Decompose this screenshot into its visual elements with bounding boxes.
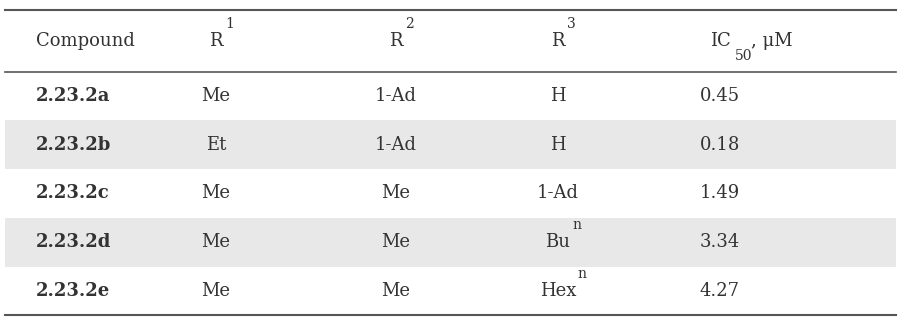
Text: Me: Me bbox=[382, 233, 410, 251]
Text: 2.23.2d: 2.23.2d bbox=[36, 233, 112, 251]
Text: 4.27: 4.27 bbox=[700, 282, 740, 300]
Text: Me: Me bbox=[202, 282, 230, 300]
Text: , μM: , μM bbox=[751, 32, 792, 50]
Text: 1: 1 bbox=[226, 17, 234, 31]
Text: H: H bbox=[550, 87, 566, 105]
Text: 3: 3 bbox=[568, 17, 576, 31]
Text: 2.23.2a: 2.23.2a bbox=[36, 87, 111, 105]
Text: 1.49: 1.49 bbox=[700, 184, 740, 202]
Text: 2.23.2c: 2.23.2c bbox=[36, 184, 110, 202]
Text: R: R bbox=[551, 32, 565, 50]
Text: 2.23.2e: 2.23.2e bbox=[36, 282, 110, 300]
Text: Me: Me bbox=[202, 184, 230, 202]
Text: 2.23.2b: 2.23.2b bbox=[36, 136, 112, 154]
Text: Hex: Hex bbox=[540, 282, 576, 300]
Text: 1-Ad: 1-Ad bbox=[537, 184, 579, 202]
Text: 3.34: 3.34 bbox=[700, 233, 740, 251]
Text: H: H bbox=[550, 136, 566, 154]
Text: 2: 2 bbox=[406, 17, 414, 31]
Text: Bu: Bu bbox=[545, 233, 571, 251]
Text: Et: Et bbox=[206, 136, 226, 154]
Bar bbox=[4, 120, 896, 169]
Text: n: n bbox=[578, 267, 587, 281]
Text: 1-Ad: 1-Ad bbox=[375, 87, 417, 105]
Text: 1-Ad: 1-Ad bbox=[375, 136, 417, 154]
Text: 50: 50 bbox=[734, 49, 752, 63]
Bar bbox=[4, 218, 896, 266]
Text: Me: Me bbox=[382, 282, 410, 300]
Text: 0.18: 0.18 bbox=[700, 136, 740, 154]
Text: R: R bbox=[209, 32, 223, 50]
Text: R: R bbox=[389, 32, 403, 50]
Text: Compound: Compound bbox=[36, 32, 135, 50]
Text: Me: Me bbox=[202, 233, 230, 251]
Text: IC: IC bbox=[709, 32, 731, 50]
Text: n: n bbox=[572, 218, 581, 232]
Text: Me: Me bbox=[382, 184, 410, 202]
Text: 0.45: 0.45 bbox=[700, 87, 740, 105]
Text: Me: Me bbox=[202, 87, 230, 105]
